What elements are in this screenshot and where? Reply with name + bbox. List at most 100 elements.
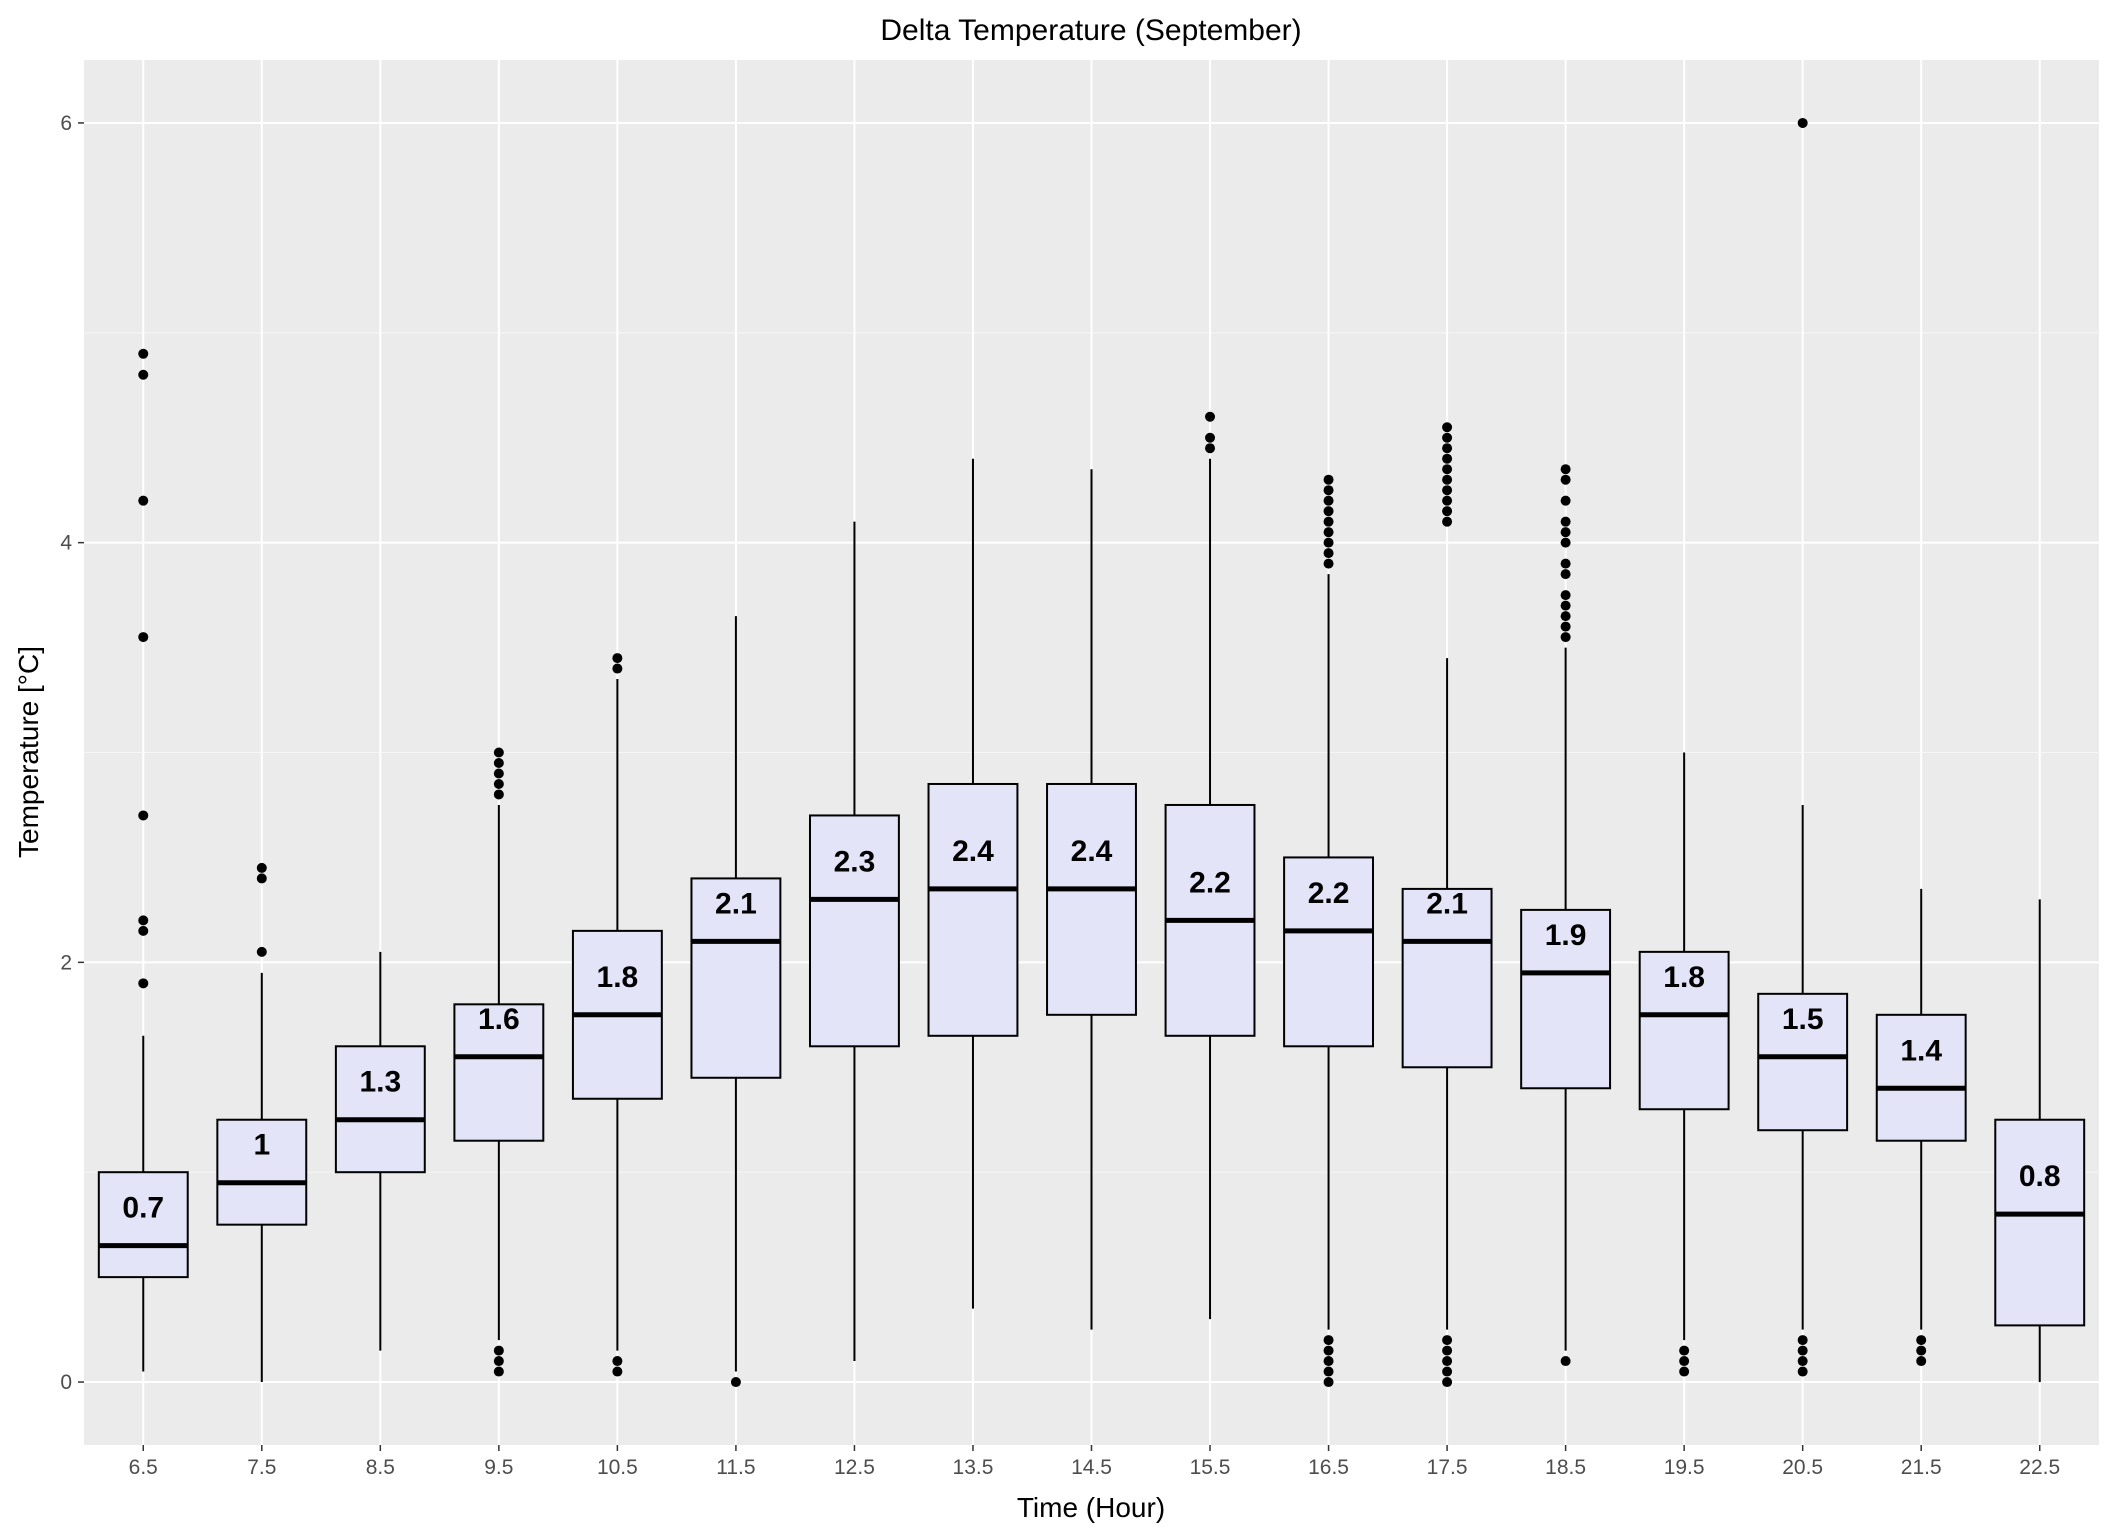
outlier-point	[256, 873, 267, 884]
outlier-point	[138, 632, 149, 643]
outlier-point	[1442, 516, 1453, 527]
outlier-point	[612, 663, 623, 674]
outlier-point	[1916, 1356, 1927, 1367]
box-iqr	[97, 1171, 189, 1279]
outlier-point	[1560, 569, 1571, 580]
box-iqr	[1875, 1013, 1967, 1142]
outlier-point	[612, 1356, 623, 1367]
y-tick-label: 0	[60, 1371, 72, 1394]
outlier-point	[1323, 537, 1334, 548]
outlier-point	[1323, 1377, 1334, 1388]
x-tick-label: 9.5	[484, 1456, 513, 1479]
x-tick-label: 12.5	[834, 1456, 875, 1479]
outlier-point	[1323, 1356, 1334, 1367]
x-tick-label: 13.5	[953, 1456, 994, 1479]
y-tick-label: 4	[60, 532, 72, 555]
outlier-point	[1323, 506, 1334, 517]
outlier-point	[1560, 464, 1571, 475]
box-group: 2.1	[1401, 422, 1493, 1388]
median-label: 2.1	[715, 887, 757, 920]
median-label: 1.8	[1663, 961, 1705, 994]
outlier-point	[256, 862, 267, 873]
outlier-point	[1442, 474, 1453, 485]
median-label: 0.7	[122, 1192, 164, 1225]
median-label: 1.4	[1900, 1034, 1942, 1067]
outlier-point	[256, 946, 267, 957]
outlier-point	[1442, 1356, 1453, 1367]
box-iqr	[1046, 782, 1137, 1016]
median-label: 2.2	[1308, 877, 1350, 910]
box-iqr	[808, 814, 900, 1048]
x-axis-ticks: 6.5 7.5 8.5 9.5 10.5 11.5 12.5 13.5 14.5 15.5 16.5…	[129, 1445, 2060, 1479]
median-label: 1.5	[1782, 1003, 1824, 1036]
outlier-point	[1560, 1356, 1571, 1367]
x-axis-title: Time (Hour)	[1017, 1492, 1165, 1523]
outlier-point	[1442, 495, 1453, 506]
outlier-point	[1442, 1377, 1453, 1388]
outlier-point	[1797, 117, 1808, 128]
outlier-point	[1442, 506, 1453, 517]
box-group: 1.8	[571, 653, 663, 1377]
box-group: 1.3	[334, 951, 426, 1351]
y-axis-title: Temperature [°C]	[13, 646, 44, 858]
x-tick-label: 6.5	[129, 1456, 158, 1479]
box-group: 2.4	[927, 458, 1019, 1309]
chart-title: Delta Temperature (September)	[880, 14, 1301, 47]
y-tick-label: 2	[60, 951, 72, 974]
outlier-point	[1442, 1366, 1453, 1377]
outlier-point	[1560, 621, 1571, 632]
outlier-point	[493, 757, 504, 768]
outlier-point	[1679, 1345, 1690, 1356]
outlier-point	[1442, 1345, 1453, 1356]
box-group: 1.6	[453, 747, 545, 1377]
box-group: 2.1	[690, 616, 782, 1388]
x-tick-label: 15.5	[1190, 1456, 1231, 1479]
median-label: 1.8	[597, 961, 639, 994]
x-tick-label: 16.5	[1308, 1456, 1349, 1479]
box-group: 1.4	[1875, 888, 1967, 1367]
outlier-point	[1205, 443, 1216, 454]
outlier-point	[730, 1377, 741, 1388]
box-group: 2.2	[1164, 411, 1256, 1320]
box-group: 1.9	[1520, 464, 1612, 1367]
outlier-point	[493, 1366, 504, 1377]
box-group: 0.8	[1994, 899, 2086, 1383]
median-label: 2.1	[1426, 887, 1468, 920]
box-iqr	[453, 1003, 545, 1142]
x-tick-label: 18.5	[1545, 1456, 1586, 1479]
x-tick-label: 17.5	[1427, 1456, 1468, 1479]
median-label: 2.3	[834, 845, 876, 878]
outlier-point	[1205, 432, 1216, 443]
box-group: 2.2	[1283, 474, 1375, 1388]
outlier-point	[1323, 558, 1334, 569]
box-iqr	[1994, 1118, 2086, 1327]
median-label: 1.6	[478, 1003, 520, 1036]
box-group: 2.3	[808, 521, 900, 1362]
outlier-point	[1560, 527, 1571, 538]
median-label: 1.9	[1545, 919, 1587, 952]
outlier-point	[1442, 422, 1453, 433]
median-label: 0.8	[2019, 1160, 2061, 1193]
box-iqr	[334, 1045, 426, 1174]
x-tick-label: 22.5	[2019, 1456, 2060, 1479]
outlier-point	[1797, 1356, 1808, 1367]
outlier-point	[493, 789, 504, 800]
outlier-point	[1323, 527, 1334, 538]
outlier-point	[1797, 1366, 1808, 1377]
box-group: 1.8	[1638, 752, 1730, 1377]
outlier-point	[1560, 590, 1571, 601]
box-iqr	[1283, 856, 1375, 1048]
outlier-point	[1797, 1345, 1808, 1356]
outlier-point	[138, 810, 149, 821]
outlier-point	[1560, 537, 1571, 548]
box-group: 1.5	[1757, 117, 1849, 1377]
outlier-point	[1560, 516, 1571, 527]
box-group: 1	[216, 862, 308, 1383]
median-label: 1	[253, 1129, 270, 1162]
outlier-point	[1323, 1366, 1334, 1377]
outlier-point	[1560, 495, 1571, 506]
outlier-point	[1323, 1345, 1334, 1356]
outlier-point	[138, 348, 149, 359]
